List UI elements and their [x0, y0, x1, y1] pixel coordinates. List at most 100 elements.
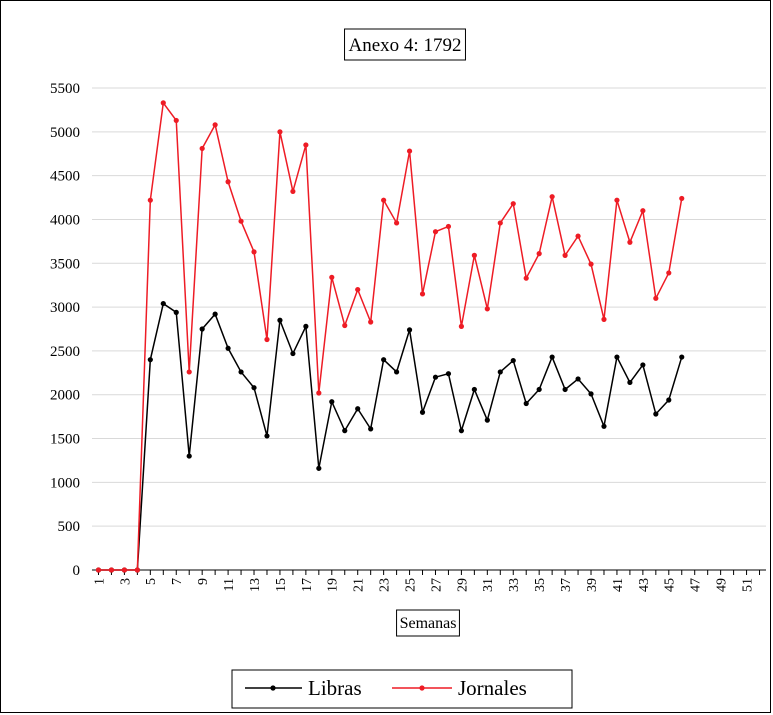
chart-title-box: Anexo 4: 1792	[344, 28, 466, 61]
data-point-jornales	[575, 233, 581, 239]
y-tick-label: 500	[58, 519, 81, 535]
data-point-jornales	[160, 100, 166, 106]
y-tick-label: 3000	[50, 300, 80, 316]
data-point-jornales	[186, 369, 192, 375]
data-point-jornales	[406, 148, 413, 154]
x-tick-label: 41	[611, 578, 626, 592]
x-tick-label: 29	[455, 578, 470, 592]
data-point-libras	[147, 357, 153, 363]
chart-title: Anexo 4: 1792	[349, 35, 462, 56]
x-tick-label: 39	[585, 578, 600, 592]
data-point-jornales	[666, 270, 672, 276]
data-point-libras	[303, 323, 309, 329]
data-point-jornales	[614, 197, 620, 203]
data-point-libras	[523, 400, 529, 407]
data-point-libras	[186, 453, 192, 459]
data-point-jornales	[225, 179, 231, 185]
data-point-libras	[381, 357, 387, 363]
data-point-jornales	[251, 249, 257, 255]
data-point-libras	[627, 379, 633, 386]
data-point-jornales	[238, 218, 244, 224]
data-point-libras	[368, 426, 374, 432]
data-point-jornales	[368, 319, 374, 325]
legend-label-libras: Libras	[308, 676, 362, 700]
data-point-libras	[497, 369, 503, 375]
data-point-jornales	[393, 220, 400, 226]
data-point-jornales	[679, 195, 685, 202]
data-point-jornales	[471, 252, 477, 258]
x-tick-label: 37	[559, 578, 574, 592]
data-point-libras	[212, 311, 218, 317]
x-tick-label: 45	[663, 578, 678, 592]
data-point-jornales	[523, 275, 529, 281]
data-point-jornales	[121, 567, 128, 573]
data-point-jornales	[510, 201, 516, 207]
data-point-jornales	[601, 316, 607, 322]
legend-marker-libras	[270, 685, 276, 691]
data-point-jornales	[432, 229, 439, 235]
x-tick-label: 23	[378, 578, 393, 592]
gridlines	[92, 87, 766, 527]
x-tick-label: 33	[507, 578, 522, 592]
data-point-jornales	[419, 291, 426, 297]
data-point-jornales	[588, 261, 594, 267]
data-point-jornales	[303, 142, 309, 148]
chart-title-border	[344, 28, 466, 61]
data-point-jornales	[290, 188, 296, 195]
data-point-jornales	[355, 286, 361, 293]
x-tick-label: 27	[429, 578, 444, 592]
y-tick-label: 4500	[50, 169, 80, 185]
data-point-libras	[251, 385, 257, 391]
x-tick-labels: 1 3 5 7 9 11 13 15 17 19 21 23 25 27 29 31 33 35 37 39 41 43 4…	[92, 578, 755, 592]
data-point-jornales	[627, 239, 633, 245]
data-point-libras	[549, 354, 555, 360]
x-tick-label: 31	[481, 578, 496, 592]
data-point-jornales	[549, 194, 555, 200]
data-point-libras	[173, 309, 179, 315]
data-point-libras	[575, 376, 581, 382]
data-point-libras	[640, 362, 646, 368]
data-point-libras	[458, 428, 465, 434]
data-point-jornales	[173, 117, 179, 124]
y-tick-label: 1000	[50, 475, 80, 491]
data-point-libras	[393, 369, 400, 375]
x-axis-title: Semanas	[400, 615, 457, 632]
x-tick-label: 17	[300, 578, 315, 592]
data-point-libras	[316, 465, 322, 471]
data-point-libras	[666, 397, 672, 403]
data-point-jornales	[458, 323, 465, 329]
data-point-libras	[238, 369, 244, 375]
data-point-libras	[355, 406, 361, 412]
data-point-libras	[406, 327, 413, 333]
legend-label-jornales: Jornales	[458, 676, 527, 700]
data-point-libras	[601, 423, 607, 429]
data-point-libras	[290, 350, 296, 357]
series-line-libras	[98, 302, 683, 571]
data-point-jornales	[445, 223, 452, 230]
y-tick-label: 0	[73, 563, 81, 579]
legend: Libras Jornales	[231, 669, 573, 709]
data-point-jornales	[640, 208, 646, 214]
data-point-libras	[277, 317, 283, 323]
x-tick-label: 21	[352, 578, 367, 592]
x-tick-label: 1	[92, 578, 107, 585]
y-tick-label: 5500	[50, 81, 80, 97]
x-tick-label: 35	[533, 578, 548, 592]
y-tick-label: 2500	[50, 344, 80, 360]
x-tick-label: 13	[248, 578, 263, 592]
data-point-libras	[225, 345, 231, 351]
data-point-jornales	[653, 295, 659, 301]
data-point-jornales	[316, 390, 322, 396]
series-lines	[95, 100, 685, 573]
x-tick-label: 7	[170, 578, 185, 585]
x-tick-label: 25	[403, 578, 418, 592]
data-point-libras	[562, 386, 568, 393]
y-tick-label: 1500	[50, 432, 80, 448]
data-point-jornales	[381, 197, 387, 203]
series-line-jornales	[98, 100, 683, 571]
data-point-libras	[199, 326, 205, 332]
data-point-libras	[679, 354, 685, 360]
data-point-libras	[653, 411, 659, 417]
